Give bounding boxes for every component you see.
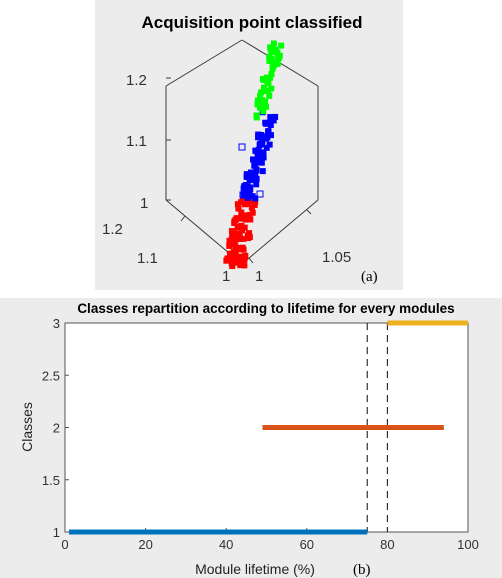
scatter-point [278, 42, 285, 49]
tick-mark [180, 215, 186, 222]
scatter-point [232, 243, 239, 250]
classes-chart: Classes repartition according to lifetim… [19, 301, 479, 578]
scatter-point [258, 132, 265, 139]
scatter-point [265, 128, 272, 135]
scatter-point [233, 259, 240, 266]
scatter-point [264, 134, 271, 141]
chart-title: Acquisition point classified [141, 13, 362, 32]
box-edge [241, 199, 319, 265]
scatter-point [256, 190, 264, 198]
y-axis-label: Classes [19, 402, 35, 452]
scatter-point [270, 40, 277, 47]
scatter-point [241, 224, 248, 231]
scatter-point [275, 54, 282, 61]
scatter-point [242, 252, 249, 259]
y-tick-label: 2.5 [42, 368, 60, 383]
scatter-point [258, 159, 265, 166]
panel-label: (b) [353, 562, 371, 578]
y-tick-label: 1.5 [42, 473, 60, 488]
scatter-point [273, 59, 280, 66]
scatter-point [261, 87, 268, 94]
y-ticks: 1 1.5 2 2.5 3 [42, 316, 69, 540]
scatter3d-chart: Acquisition point classified 1.2 1.1 1 1… [102, 13, 378, 285]
x-tick-label: 100 [457, 537, 479, 552]
scatter-points [223, 40, 285, 270]
scatter-point [242, 216, 249, 223]
reference-lines [366, 323, 388, 532]
scatter-point [234, 201, 241, 208]
scatter-point [257, 140, 264, 147]
scatter-point [240, 192, 247, 199]
scatter-point [246, 211, 253, 218]
scatter-point [239, 191, 247, 199]
y-tick-label: 3 [53, 316, 60, 331]
scatter3d-figure: Acquisition point classified 1.2 1.1 1 1… [95, 0, 403, 290]
x-tick-label: 40 [219, 537, 233, 552]
left-axis-tick-label: 1.1 [137, 250, 158, 267]
y-tick-label: 1 [53, 525, 60, 540]
left-axis-tick-label: 1 [222, 268, 230, 285]
left-axis-tick-label: 1.2 [102, 221, 123, 238]
scatter-point [255, 154, 262, 161]
scatter-point [238, 256, 245, 263]
scatter-point [274, 49, 281, 56]
class-bars [69, 320, 468, 535]
scatter-point [252, 162, 259, 169]
right-axis-tick-label: 1.05 [322, 249, 351, 266]
scatter-point [268, 45, 275, 52]
scatter-point [234, 224, 241, 231]
scatter-point [227, 254, 234, 261]
scatter-point [255, 146, 262, 153]
z-tick-label: 1.2 [126, 72, 147, 89]
scatter-point [267, 114, 274, 121]
scatter-point [250, 176, 257, 183]
panel-label: (a) [361, 269, 378, 285]
scatter-point [260, 149, 267, 156]
scatter-point [260, 154, 267, 161]
scatter-point [264, 78, 271, 85]
axes-box [165, 39, 319, 265]
scatter-point [268, 85, 275, 92]
scatter-point [233, 215, 240, 222]
scatter-point [259, 168, 266, 175]
chart-title: Classes repartition according to lifetim… [77, 301, 454, 316]
x-tick-label: 60 [300, 537, 314, 552]
scatter-point [243, 171, 250, 178]
x-tick-label: 0 [61, 537, 68, 552]
scatter-point [261, 103, 268, 110]
scatter-point [263, 144, 270, 151]
scatter-point [268, 71, 275, 78]
scatter-point [232, 230, 239, 237]
tick-mark [248, 257, 254, 264]
right-axis-tick-label: 1 [255, 268, 263, 285]
y-tick-label: 2 [53, 421, 60, 436]
tick-mark [306, 209, 312, 215]
scatter-point [236, 235, 243, 242]
x-axis-label: Module lifetime (%) [195, 561, 315, 577]
scatter-point [244, 235, 251, 242]
scatter-point [266, 92, 273, 99]
classes-figure: Classes repartition according to lifetim… [0, 298, 502, 578]
scatter-point [246, 184, 253, 191]
scatter-point [239, 246, 246, 253]
x-tick-label: 80 [380, 537, 394, 552]
scatter-point [252, 195, 259, 202]
x-ticks: 0 20 40 60 80 100 [61, 528, 479, 552]
scatter-point [268, 57, 275, 64]
x-tick-label: 20 [138, 537, 152, 552]
box-edge [165, 39, 243, 87]
scatter-point [269, 65, 276, 72]
scatter-point [253, 114, 260, 121]
scatter-point [266, 119, 273, 126]
scatter-point [226, 237, 233, 244]
z-tick-label: 1 [140, 195, 148, 212]
scatter-point [238, 143, 246, 151]
z-tick-label: 1.1 [126, 133, 147, 150]
